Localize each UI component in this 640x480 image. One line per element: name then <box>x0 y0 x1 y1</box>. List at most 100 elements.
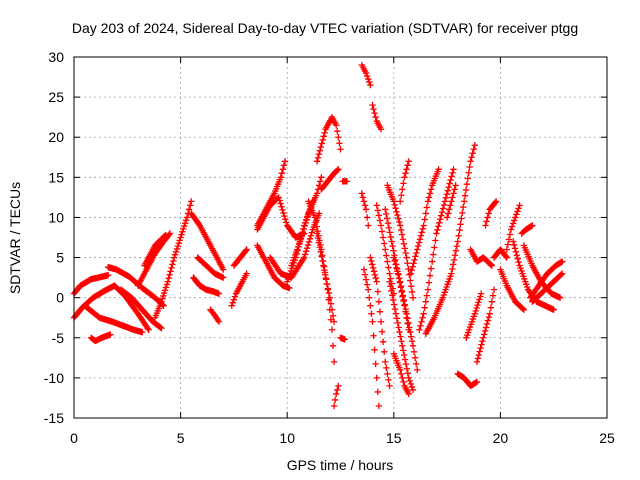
data-point <box>367 81 374 89</box>
data-point <box>557 271 565 278</box>
data-point <box>377 222 385 229</box>
data-point <box>444 187 452 194</box>
data-point <box>504 241 512 248</box>
data-point <box>372 274 380 282</box>
data-point <box>408 288 416 296</box>
data-point <box>386 229 394 236</box>
data-point <box>334 386 341 394</box>
data-point <box>335 134 342 141</box>
data-point <box>280 209 287 217</box>
data-point <box>387 283 394 290</box>
data-point <box>449 261 457 268</box>
data-point <box>405 374 412 382</box>
data-point <box>384 219 392 227</box>
data-point <box>139 328 146 336</box>
data-point <box>396 274 403 282</box>
data-point <box>278 203 285 210</box>
data-point <box>398 370 405 378</box>
data-point <box>328 306 336 313</box>
data-point <box>426 190 434 197</box>
data-point <box>417 322 424 329</box>
data-point <box>320 262 327 269</box>
data-point <box>326 294 334 301</box>
data-point <box>405 158 412 165</box>
data-track <box>384 182 417 301</box>
data-point <box>393 315 401 322</box>
data-point <box>492 198 500 205</box>
data-point <box>277 174 285 181</box>
x-tick-labels: 0 5 10 15 20 25 <box>70 430 615 446</box>
data-point <box>327 300 335 307</box>
data-track <box>254 158 289 229</box>
data-point <box>365 75 372 83</box>
data-point <box>104 272 112 279</box>
data-point <box>381 348 388 356</box>
data-point <box>377 318 385 325</box>
data-point <box>459 209 466 217</box>
data-point <box>159 295 166 303</box>
data-point <box>215 290 223 297</box>
data-point <box>171 251 179 258</box>
data-point <box>363 72 371 80</box>
data-point <box>422 298 429 305</box>
data-point <box>384 258 391 265</box>
x-tick-label: 15 <box>386 430 402 446</box>
data-point <box>160 292 167 300</box>
data-point <box>177 234 184 241</box>
data-point <box>391 201 398 209</box>
data-point <box>414 366 421 374</box>
data-point <box>473 378 481 386</box>
data-point <box>400 296 408 304</box>
data-point <box>482 324 490 331</box>
data-point <box>438 208 446 216</box>
data-point <box>301 254 308 261</box>
data-track <box>503 202 523 253</box>
data-point <box>385 264 392 271</box>
data-point <box>407 270 415 277</box>
data-point <box>362 69 370 77</box>
data-point <box>165 274 172 282</box>
data-point <box>487 261 495 268</box>
data-point <box>404 370 412 377</box>
data-point <box>401 356 409 363</box>
data-point <box>461 192 469 199</box>
data-point <box>404 162 411 169</box>
data-track <box>454 370 481 390</box>
data-point <box>384 370 391 378</box>
data-track <box>104 263 167 309</box>
data-point <box>454 238 461 245</box>
data-point <box>489 292 497 299</box>
data-point <box>303 244 311 252</box>
data-point <box>507 226 515 233</box>
data-point <box>465 169 472 176</box>
data-point <box>158 324 165 332</box>
data-track <box>266 210 323 281</box>
data-point <box>407 328 414 336</box>
data-point <box>392 310 400 317</box>
data-point <box>286 284 293 292</box>
data-point <box>450 256 458 264</box>
data-track <box>482 198 500 229</box>
data-point <box>483 218 490 225</box>
data-point <box>330 402 338 410</box>
data-point <box>370 268 378 275</box>
data-point <box>414 242 422 250</box>
x-axis-label: GPS time / hours <box>287 457 394 473</box>
data-point <box>471 142 479 149</box>
data-point <box>460 198 468 205</box>
data-point <box>435 223 442 230</box>
data-point <box>406 324 413 331</box>
data-point <box>451 186 458 193</box>
data-point <box>168 264 175 272</box>
data-point <box>399 236 407 243</box>
data-point <box>511 245 519 252</box>
data-point <box>383 215 391 222</box>
data-point <box>171 254 178 261</box>
data-point <box>370 105 377 113</box>
data-point <box>376 217 384 224</box>
data-point <box>368 310 375 317</box>
data-point <box>367 302 374 309</box>
data-point <box>411 354 419 362</box>
data-point <box>412 253 419 260</box>
data-track <box>318 166 342 193</box>
